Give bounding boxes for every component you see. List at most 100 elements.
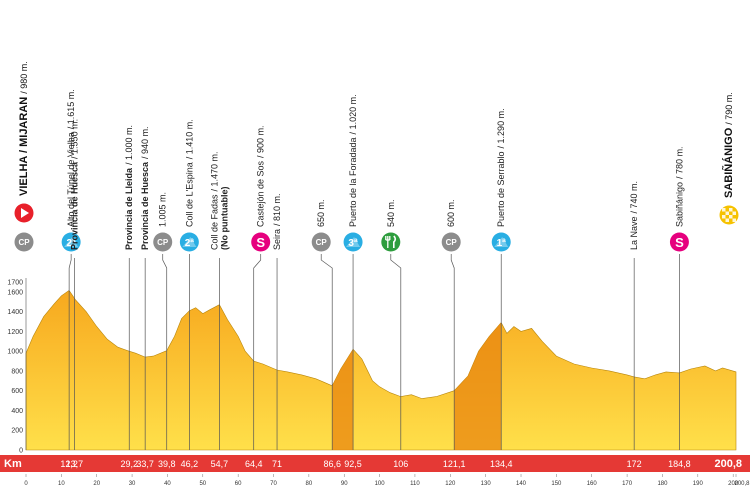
x-tick-label: 180 [657,481,668,487]
mountain-glyph [64,237,79,247]
marker-label: Coll de Fadas / 1.470 m. [209,151,219,250]
category-label: 3ª [348,238,358,249]
checkpoint-glyph: CP [316,238,328,247]
y-tick-label: 1700 [7,280,23,287]
marker-altitude: 600 m. [446,199,456,227]
sprint-glyph: S [675,235,684,250]
marker-name: Castejón de Sos [256,160,266,227]
marker-altitude: / 940 m. [140,126,150,159]
x-tick-label: 50 [199,481,206,487]
km-value-label: 29,2 [120,459,138,469]
sprint-icon [669,232,689,252]
marker-name: Provincia de Huesca [69,161,79,250]
knife-glyph [393,235,397,248]
marker-name: Provincia de Huesca [140,161,150,250]
marker-name: Puerto de la Foradada [348,137,358,227]
category-label: 2ª [67,238,77,249]
y-tick-label: 0 [19,448,23,455]
marker-altitude: 1.005 m. [158,192,168,227]
marker-altitude: / 780 m. [674,146,684,179]
x-tick-label: 170 [622,481,633,487]
y-axis: 0 200 400 600 800 1000 1200 1400 1600 1700 [7,278,27,455]
marker-name: La Nave [629,216,639,250]
checker-cell [725,211,729,215]
x-tick-label: 140 [516,481,527,487]
marker-altitude: 650 m. [316,199,326,227]
y-tick-label: 1400 [7,309,23,316]
marker-line [390,254,402,450]
km-axis-label: Km [4,458,22,470]
marker-sublabel: (No puntuable) [219,187,229,251]
checker-cell [729,215,733,219]
km-value-label: 12,2 [60,459,78,469]
marker-label: Alto del Túnel de Vielha / 1.615 m. [66,89,76,227]
marker-altitude: / 1.020 m. [348,94,358,134]
y-tick-label: 1200 [7,329,23,336]
km-value-label: 172 [627,459,642,469]
marker-label: La Nave / 740 m. [629,181,639,250]
checkpoint-icon [311,232,331,252]
km-value-label: 121,1 [443,459,466,469]
marker-lines [68,254,680,450]
km-value-label: 71 [272,459,282,469]
marker-altitude: / 810 m. [272,193,282,226]
marker-line [320,254,333,450]
marker-label: Seira / 810 m. [272,193,282,250]
profile-area [25,289,737,451]
mountain-glyph [494,237,509,247]
x-tick-label: 90 [341,481,348,487]
marker-label: Puerto de la Foradada / 1.020 m. [348,94,358,227]
km-value-label: 39,8 [158,459,176,469]
km-value-label: 86,6 [323,459,341,469]
km-value-label: 106 [393,459,408,469]
marker-label: SABIÑÁNIGO / 790 m. [722,92,735,198]
marker-altitude: 540 m. [386,199,396,227]
category-label: 2ª [185,238,195,249]
x-tick-label: 110 [410,481,420,487]
x-tick-label: 20 [93,481,100,487]
marker-name: Sabiñánigo [674,182,684,227]
start-arrow-glyph [21,208,29,218]
checker-cell [732,218,736,222]
sprint-icon [251,232,271,252]
y-tick-label: 800 [11,368,23,375]
marker-altitude: / 1.290 m. [496,108,506,148]
checker-cell [729,208,733,212]
x-tick-label: 200,8 [734,481,750,487]
marker-label: Provincia de Lleida / 1.000 m. [124,125,134,250]
y-tick-label: 600 [11,388,23,395]
marker-altitude: / 1.410 m. [184,119,194,159]
elevation-profile [25,289,737,451]
checkpoint-icon [14,232,34,252]
x-tick-label: 200 [728,481,739,487]
y-tick-label: 400 [11,408,23,415]
marker-icons: CP 2ª CP 2ª S CP 3ª CP 1ª S [13,202,740,253]
marker-label: Provincia de Huesca / 940 m. [140,126,150,250]
marker-name: Seira [272,229,282,250]
checkpoint-icon [153,232,173,252]
fork-glyph [385,236,391,248]
km-value-label: 13,7 [66,459,84,469]
feed-zone-icon [381,232,401,252]
marker-name: Coll de Fadas [209,194,219,250]
marker-altitude: / 1.550 m. [69,119,79,159]
x-tick-label: 130 [481,481,492,487]
km-value-label: 92,5 [344,459,362,469]
y-tick-label: 1000 [7,349,23,356]
marker-label: Puerto de Serrablo / 1.290 m. [496,108,506,227]
checker-cell [722,208,726,212]
checkpoint-glyph: CP [446,238,458,247]
marker-line [162,254,168,450]
marker-label: Castejón de Sos / 900 m. [256,125,266,227]
marker-label: 600 m. [446,199,456,227]
marker-altitude: / 790 m. [724,92,734,125]
marker-label: 540 m. [386,199,396,227]
km-bar-background [0,455,750,472]
marker-label: 650 m. [316,199,326,227]
x-tick-label: 60 [235,481,242,487]
x-axis: 0 10 20 30 40 50 60 70 80 90 100 110 120 130 140 150 160… [24,474,750,487]
checker-cell [722,215,726,219]
km-value-label: 184,8 [668,459,691,469]
x-tick-label: 70 [270,481,277,487]
checker-cell [725,218,729,222]
